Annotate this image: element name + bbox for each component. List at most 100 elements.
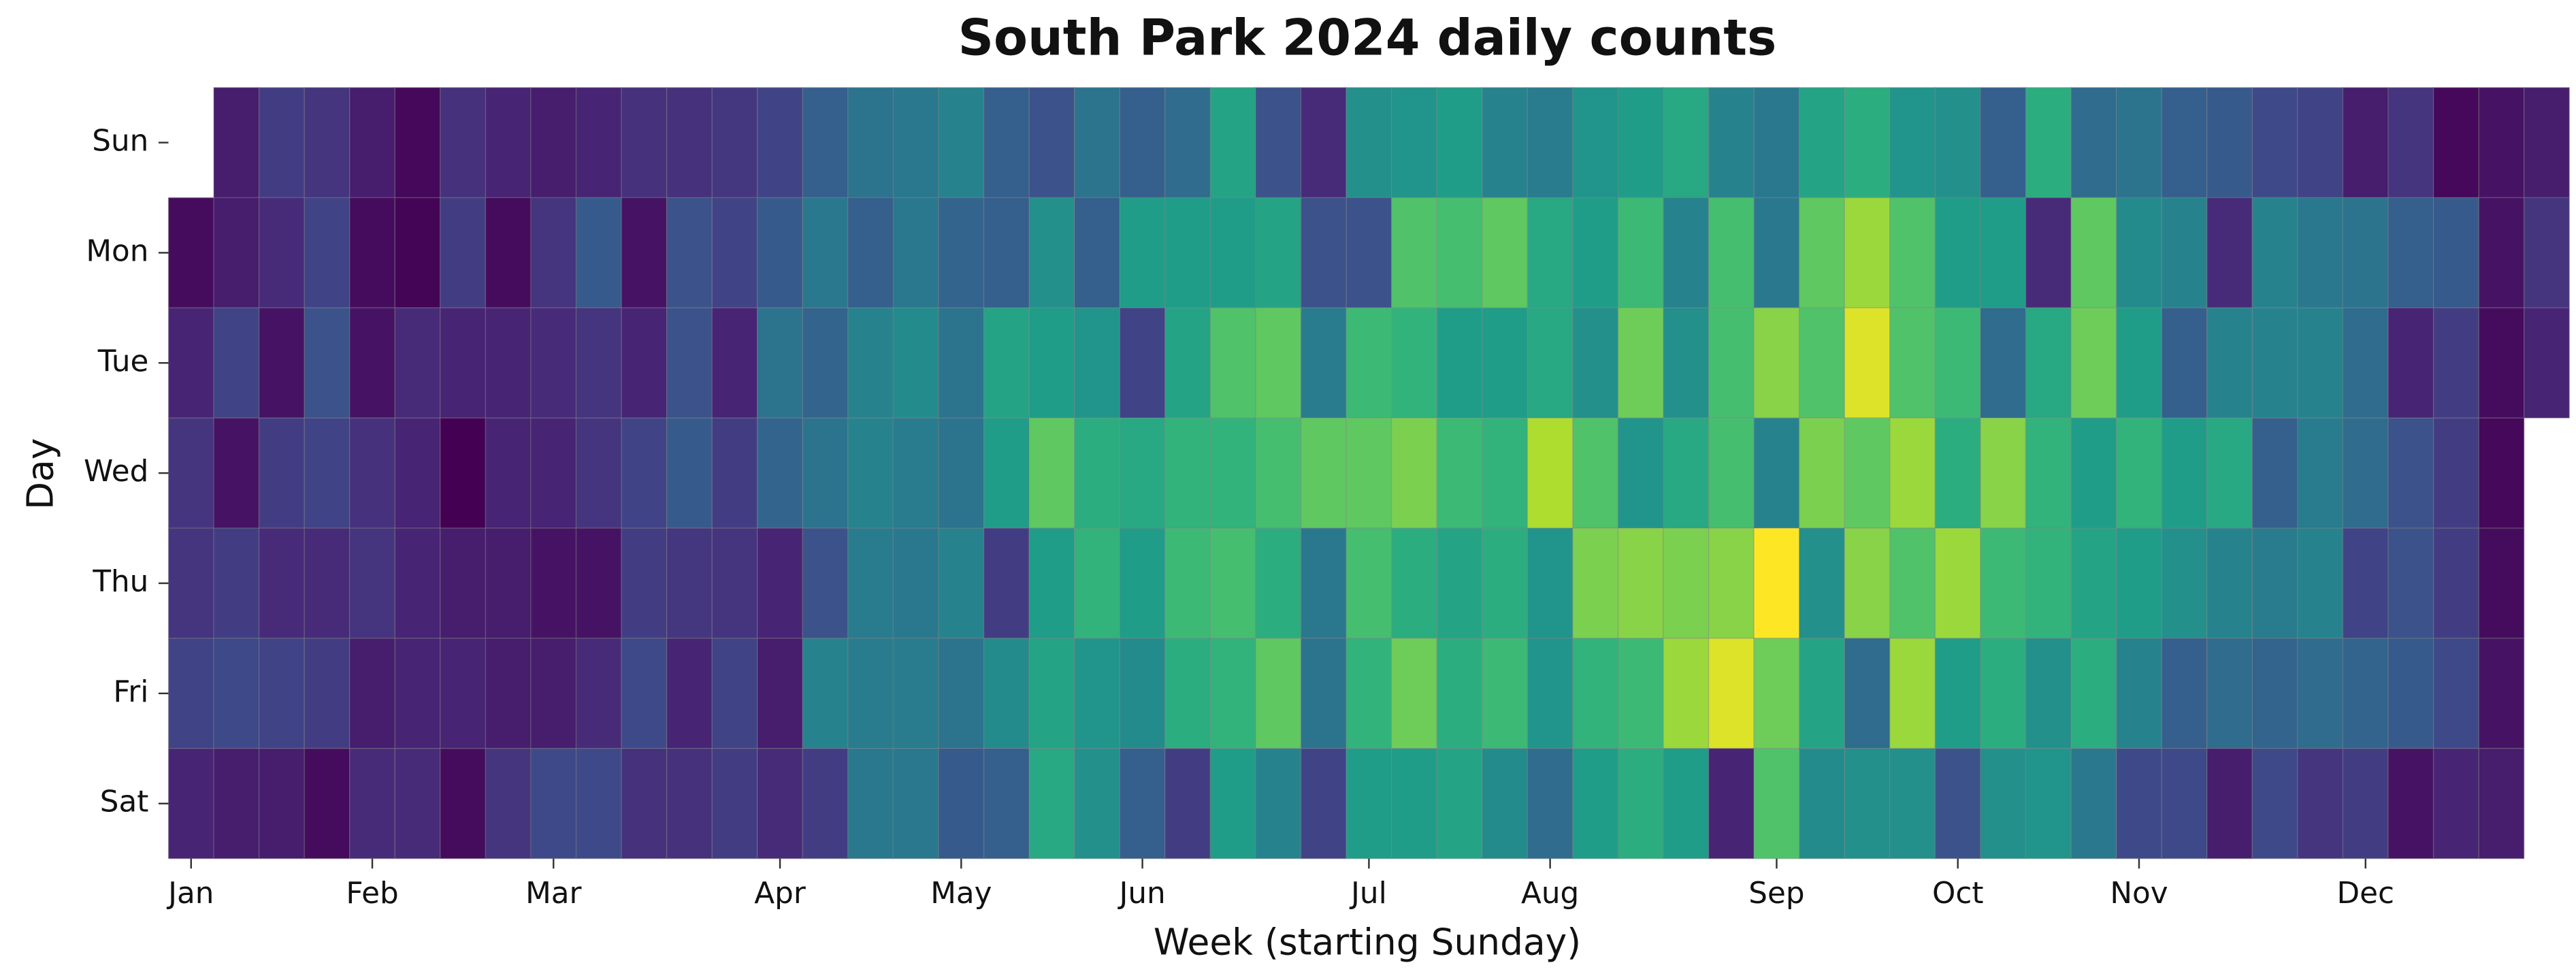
heatmap-cell	[394, 197, 441, 309]
heatmap-cell	[258, 748, 305, 860]
heatmap-cell	[1934, 748, 1981, 860]
heatmap-cell	[621, 638, 668, 749]
heatmap-cell	[1799, 86, 1846, 199]
heatmap-cell	[258, 307, 305, 419]
heatmap-cell	[757, 638, 804, 749]
heatmap-cell	[1889, 638, 1936, 749]
heatmap-cell	[1572, 638, 1619, 749]
heatmap-cell	[1934, 86, 1981, 199]
heatmap-cell	[2161, 417, 2208, 529]
heatmap-cell	[349, 86, 396, 199]
heatmap-cell	[1663, 307, 1710, 419]
heatmap-cell	[167, 748, 214, 860]
heatmap-cell	[2342, 417, 2389, 529]
heatmap-cell	[1708, 307, 1755, 419]
heatmap-cell	[1934, 527, 1981, 639]
heatmap-cell	[2251, 638, 2298, 749]
heatmap-cell	[304, 748, 350, 860]
heatmap-cell	[530, 86, 577, 199]
heatmap-cell	[1119, 307, 1166, 419]
heatmap-cell	[1028, 638, 1075, 749]
heatmap-cell	[1753, 307, 1800, 419]
heatmap-cell	[621, 748, 668, 860]
heatmap-cell	[1436, 527, 1483, 639]
heatmap-cell	[1346, 197, 1392, 309]
heatmap-cell	[1934, 197, 1981, 309]
heatmap-cell	[983, 307, 1030, 419]
heatmap-cell	[711, 527, 758, 639]
heatmap-cell	[575, 417, 622, 529]
heatmap-cell	[892, 307, 939, 419]
heatmap-cell	[2251, 527, 2298, 639]
x-tick-label: Aug	[1521, 876, 1579, 911]
heatmap-cell	[938, 417, 985, 529]
heatmap-cell	[1663, 86, 1710, 199]
heatmap-cell	[2115, 307, 2162, 419]
heatmap-cell	[2161, 86, 2208, 199]
heatmap-cell	[1980, 638, 2027, 749]
heatmap-cell	[349, 417, 396, 529]
heatmap-cell	[1753, 86, 1800, 199]
heatmap-cell	[440, 417, 487, 529]
heatmap-cell	[2115, 417, 2162, 529]
heatmap-cell	[711, 748, 758, 860]
heatmap-cell	[938, 86, 985, 199]
heatmap-cell	[2206, 86, 2253, 199]
heatmap-cell	[1934, 417, 1981, 529]
heatmap-cell	[1753, 197, 1800, 309]
heatmap-cell	[2025, 417, 2072, 529]
heatmap-cell	[485, 417, 532, 529]
heatmap-cell	[2387, 417, 2434, 529]
heatmap-cell	[1889, 417, 1936, 529]
heatmap-cell	[2478, 86, 2525, 199]
heatmap-cell	[575, 638, 622, 749]
heatmap-cell	[1255, 638, 1302, 749]
heatmap-cell	[666, 638, 713, 749]
heatmap-cell	[2025, 527, 2072, 639]
heatmap-cell	[575, 86, 622, 199]
x-tick-label: Mar	[525, 876, 581, 911]
heatmap-cell	[575, 197, 622, 309]
heatmap-cell	[1482, 197, 1529, 309]
heatmap-cell	[2025, 86, 2072, 199]
heatmap-cell	[711, 197, 758, 309]
heatmap-cell	[1074, 307, 1121, 419]
heatmap-cell	[530, 638, 577, 749]
heatmap-cell	[258, 638, 305, 749]
heatmap-cell	[2387, 307, 2434, 419]
heatmap-cell	[2478, 638, 2525, 749]
heatmap-cell	[575, 527, 622, 639]
heatmap-cell	[167, 307, 214, 419]
heatmap-cell	[2025, 197, 2072, 309]
heatmap-cell	[2342, 638, 2389, 749]
heatmap-cell	[1074, 527, 1121, 639]
y-tick-label: Sat	[100, 785, 149, 819]
heatmap-cell	[2206, 748, 2253, 860]
heatmap-cell	[938, 638, 985, 749]
heatmap-cell	[757, 307, 804, 419]
heatmap-cell	[1799, 527, 1846, 639]
heatmap-cell	[2070, 748, 2117, 860]
heatmap-cell	[802, 197, 849, 309]
heatmap-cell	[802, 86, 849, 199]
heatmap-cell	[2342, 197, 2389, 309]
heatmap-cell	[213, 748, 260, 860]
heatmap-cell	[757, 197, 804, 309]
heatmap-cell	[2478, 417, 2525, 529]
heatmap-cell	[1844, 748, 1891, 860]
heatmap-cell	[485, 638, 532, 749]
heatmap-cell	[1482, 748, 1529, 860]
heatmap-cell	[1980, 307, 2027, 419]
heatmap-cell	[485, 86, 532, 199]
heatmap-cell	[847, 638, 894, 749]
heatmap-cell	[2251, 86, 2298, 199]
heatmap-cell	[2432, 197, 2479, 309]
heatmap-cell	[1572, 86, 1619, 199]
heatmap-cell	[802, 307, 849, 419]
heatmap-cell	[2161, 197, 2208, 309]
heatmap-cell	[530, 197, 577, 309]
heatmap-cell	[1390, 748, 1437, 860]
heatmap-cell	[213, 197, 260, 309]
heatmap-cell	[2387, 748, 2434, 860]
heatmap-cell	[1390, 638, 1437, 749]
